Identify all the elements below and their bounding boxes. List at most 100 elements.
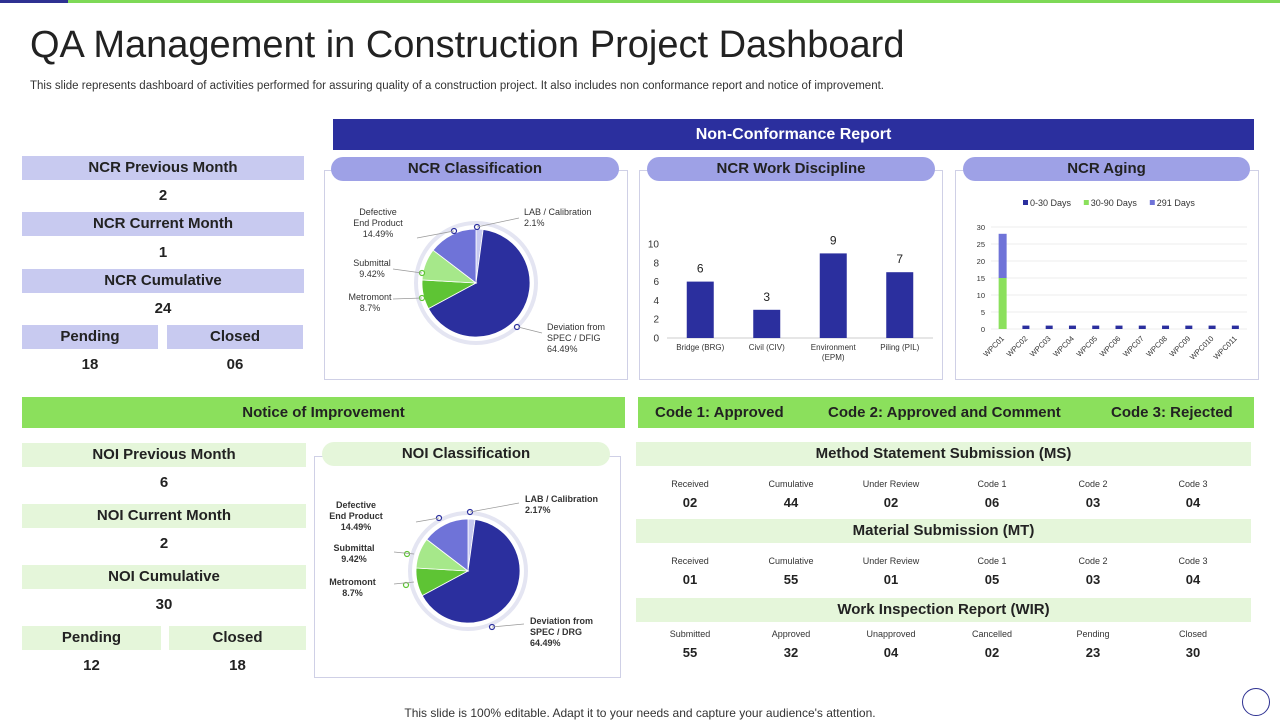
noi-cumulative-label: NOI Cumulative	[22, 565, 306, 589]
noi-current-month-label: NOI Current Month	[22, 504, 306, 528]
noi-pie-label-metromont: Metromont 8.7%	[325, 577, 380, 599]
noi-pending-value: 12	[83, 657, 100, 674]
top-accent-bar-green	[68, 0, 1280, 3]
label-line: Deviation from	[530, 616, 594, 626]
pie-slice	[427, 229, 531, 338]
wir-col-value: 04	[883, 645, 899, 660]
ncr-closed-value: 06	[226, 356, 244, 373]
stacked-bar-segment	[1138, 325, 1146, 329]
x-tick-label: WPC01	[981, 334, 1006, 359]
label-line: 2.17%	[525, 505, 551, 515]
stacked-bar-segment	[1115, 325, 1123, 329]
bar	[753, 309, 781, 338]
mt-col-label: Under Review	[862, 556, 920, 566]
legend-label: 0-30 Days	[1030, 198, 1072, 208]
ncr-pending-value: 18	[81, 356, 99, 373]
leader-line	[393, 551, 415, 555]
leader-line	[416, 230, 455, 239]
ms-col-value: 03	[1085, 495, 1101, 510]
ncr-pie-label-lab: LAB / Calibration 2.1%	[524, 207, 614, 229]
mt-col-label: Code 3	[1178, 556, 1208, 566]
footer-note: This slide is 100% editable. Adapt it to…	[404, 706, 876, 720]
wir-col-label: Unapproved	[866, 629, 916, 639]
ms-col-label: Cumulative	[768, 479, 814, 489]
mt-col-label: Cumulative	[768, 556, 814, 566]
y-tick-label: 6	[653, 277, 659, 288]
ms-title: Method Statement Submission (MS)	[636, 442, 1251, 466]
stacked-bar-segment	[1022, 325, 1030, 329]
x-tick-label: WPC07	[1121, 334, 1146, 359]
legend-swatch	[1023, 200, 1028, 205]
label-line: Defective	[359, 207, 397, 217]
x-tick-label: (EPM)	[822, 353, 845, 362]
leader-line	[469, 502, 520, 513]
nav-circle-icon[interactable]	[1242, 688, 1270, 716]
code3-label: Code 3: Rejected	[1111, 404, 1233, 421]
label-line: End Product	[329, 511, 383, 521]
stacked-bar-segment	[1208, 325, 1216, 329]
noi-closed-value: 18	[229, 657, 246, 674]
label-line: Deviation from	[547, 322, 606, 332]
ncr-aging-title: NCR Aging	[963, 157, 1250, 181]
bar	[886, 272, 914, 338]
x-tick-label: Piling (PIL)	[880, 343, 919, 352]
legend-label: 30-90 Days	[1091, 198, 1138, 208]
stacked-bar-segment	[1092, 325, 1100, 329]
leader-line	[393, 581, 415, 585]
y-tick-label: 2	[653, 315, 659, 326]
y-tick-label: 25	[977, 240, 985, 249]
leader-line	[392, 268, 423, 274]
ncr-pending-label: Pending	[22, 325, 158, 349]
wir-title: Work Inspection Report (WIR)	[636, 598, 1251, 622]
y-tick-label: 30	[977, 223, 985, 232]
noi-previous-month-value: 6	[159, 474, 169, 491]
mt-col-label: Received	[671, 556, 709, 566]
code2-label: Code 2: Approved and Comment	[828, 404, 1061, 421]
ncr-classification-pie-chart	[392, 217, 543, 345]
ncr-aging-stacked-bar-chart: 0 5 10 15 20 25 30 0-30 Days 30-90 Days 291 Days W…	[977, 198, 1247, 362]
wir-col-label: Cancelled	[971, 629, 1013, 639]
ncr-current-month-label: NCR Current Month	[22, 212, 304, 236]
ms-col-label: Received	[671, 479, 709, 489]
pie-slice	[426, 518, 469, 572]
noi-cumulative-value: 30	[155, 596, 173, 613]
label-line: Metromont	[348, 292, 392, 302]
label-line: Submittal	[333, 543, 375, 553]
leader-line	[491, 623, 525, 628]
ncr-current-month-value: 1	[158, 244, 168, 261]
label-line: 14.49%	[362, 229, 394, 239]
code-legend-bar: Code 1: Approved Code 2: Approved and Co…	[638, 397, 1254, 428]
mt-col-label: Code 2	[1078, 556, 1108, 566]
ncr-work-discipline-title: NCR Work Discipline	[647, 157, 935, 181]
noi-pie-label-submittal: Submittal 9.42%	[329, 543, 379, 565]
ms-stats-row: Received Cumulative Under Review Code 1 …	[640, 479, 1250, 519]
wir-col-value: 23	[1085, 645, 1101, 660]
y-tick-label: 0	[981, 325, 985, 334]
noi-header: Notice of Improvement	[22, 397, 625, 428]
wir-col-value: 55	[682, 645, 698, 660]
ms-col-label: Under Review	[862, 479, 920, 489]
x-tick-label: WPC05	[1075, 334, 1100, 359]
legend-swatch	[1083, 200, 1089, 205]
label-line: LAB / Calibration	[525, 494, 599, 504]
ncr-classification-title: NCR Classification	[331, 157, 619, 181]
bar-value-label: 7	[896, 252, 903, 266]
mt-col-value: 01	[682, 572, 698, 587]
x-tick-label: WPC04	[1051, 334, 1076, 359]
label-line: End Product	[353, 218, 403, 228]
noi-classification-title: NOI Classification	[322, 442, 610, 466]
mt-col-value: 05	[984, 572, 1000, 587]
mt-col-value: 04	[1185, 572, 1201, 587]
wir-col-value: 02	[984, 645, 1000, 660]
bar	[686, 281, 714, 338]
x-tick-label: Bridge (BRG)	[676, 343, 724, 352]
code1-label: Code 1: Approved	[655, 404, 784, 421]
x-tick-label: WPC011	[1212, 334, 1239, 361]
legend-swatch	[1149, 200, 1155, 205]
noi-pie-slices	[402, 508, 528, 631]
noi-pie-label-deviation: Deviation from SPEC / DRG 64.49%	[530, 616, 610, 649]
label-line: SPEC / DFIG	[547, 333, 601, 343]
y-tick-label: 5	[981, 308, 985, 317]
label-line: 8.7%	[359, 303, 381, 313]
ncr-previous-month-label: NCR Previous Month	[22, 156, 304, 180]
